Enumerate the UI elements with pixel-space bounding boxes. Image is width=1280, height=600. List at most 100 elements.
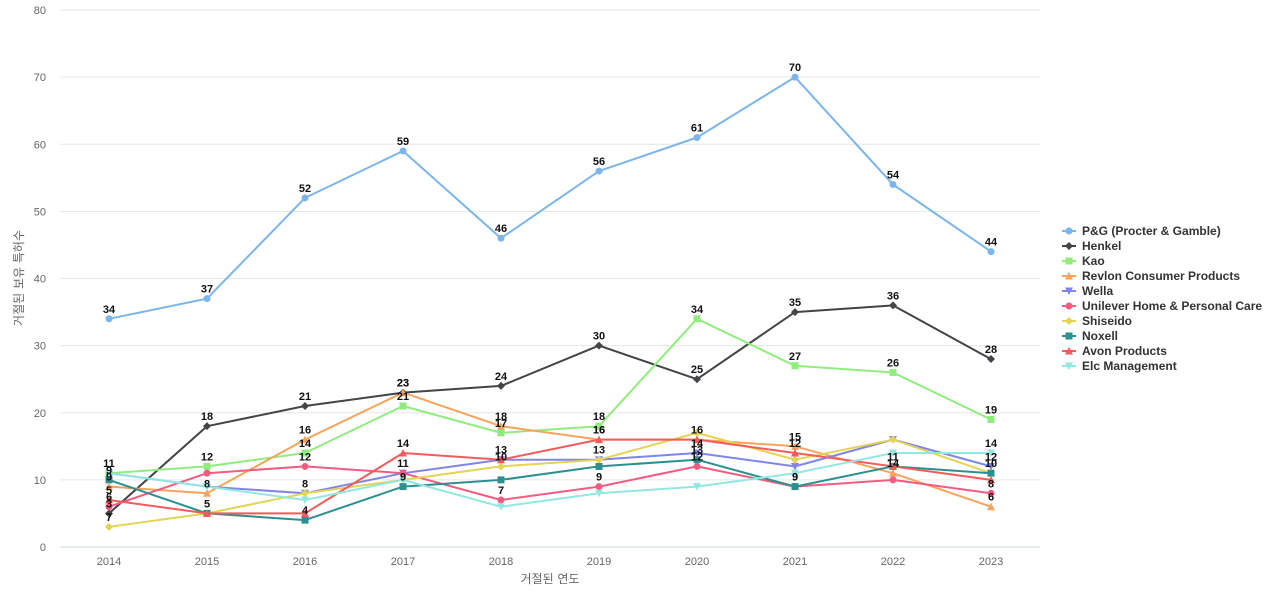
data-point bbox=[693, 456, 701, 464]
data-label: 12 bbox=[299, 451, 311, 463]
legend-marker bbox=[1065, 257, 1073, 265]
legend-item[interactable]: Revlon Consumer Products bbox=[1062, 269, 1240, 283]
data-labels: 3437525946566170544431821232430253536281… bbox=[103, 62, 998, 524]
data-point bbox=[889, 435, 897, 444]
data-label: 16 bbox=[299, 425, 311, 437]
data-label: 24 bbox=[495, 371, 508, 383]
data-point bbox=[791, 73, 799, 81]
data-point bbox=[203, 462, 211, 470]
series-8 bbox=[105, 435, 995, 517]
series-line bbox=[108, 304, 992, 515]
series-line bbox=[108, 431, 992, 528]
data-point bbox=[203, 422, 211, 431]
data-label: 11 bbox=[887, 451, 899, 463]
data-label: 18 bbox=[495, 411, 507, 423]
x-tick-label: 2017 bbox=[391, 556, 415, 568]
y-tick-label: 30 bbox=[34, 341, 46, 353]
y-tick-label: 70 bbox=[34, 72, 46, 84]
data-point bbox=[301, 509, 309, 517]
data-point bbox=[791, 308, 799, 317]
legend-item[interactable]: Unilever Home & Personal Care bbox=[1062, 299, 1262, 313]
series-0 bbox=[105, 73, 995, 323]
data-point bbox=[595, 455, 603, 464]
y-tick-label: 20 bbox=[34, 408, 46, 420]
data-label: 35 bbox=[789, 297, 801, 309]
data-point bbox=[399, 402, 407, 410]
legend-marker bbox=[1065, 317, 1073, 325]
data-label: 23 bbox=[397, 378, 409, 390]
legend-label: Shiseido bbox=[1082, 314, 1132, 328]
data-point bbox=[497, 503, 505, 511]
legend-label: Unilever Home & Personal Care bbox=[1082, 299, 1262, 313]
legend-label: Henkel bbox=[1082, 239, 1121, 253]
legend-item[interactable]: Wella bbox=[1062, 284, 1113, 298]
data-point bbox=[987, 248, 995, 256]
legend-item[interactable]: Noxell bbox=[1062, 329, 1118, 343]
data-label: 18 bbox=[201, 411, 213, 423]
legend-item[interactable]: Avon Products bbox=[1062, 344, 1167, 358]
data-point bbox=[105, 482, 113, 491]
data-point bbox=[399, 388, 407, 397]
series-2 bbox=[105, 315, 995, 477]
data-label: 4 bbox=[302, 505, 309, 517]
legend-item[interactable]: P&G (Procter & Gamble) bbox=[1062, 224, 1221, 238]
data-label: 16 bbox=[691, 425, 703, 437]
data-label: 36 bbox=[887, 290, 899, 302]
data-label: 61 bbox=[691, 123, 703, 135]
data-point bbox=[889, 301, 897, 310]
data-point bbox=[399, 147, 407, 155]
data-label: 59 bbox=[397, 136, 409, 148]
data-point bbox=[301, 516, 309, 524]
data-label: 14 bbox=[691, 438, 704, 450]
series-9 bbox=[105, 449, 995, 511]
data-label: 11 bbox=[103, 458, 115, 470]
data-label: 12 bbox=[789, 438, 801, 450]
data-label: 17 bbox=[495, 418, 507, 430]
x-tick-label: 2023 bbox=[979, 556, 1003, 568]
data-label: 16 bbox=[593, 425, 605, 437]
data-label: 14 bbox=[397, 438, 410, 450]
data-label: 28 bbox=[985, 344, 997, 356]
data-label: 12 bbox=[985, 451, 997, 463]
data-point bbox=[497, 455, 505, 464]
data-point bbox=[791, 455, 799, 464]
legend-marker bbox=[1065, 242, 1073, 250]
data-point bbox=[399, 476, 407, 484]
data-point bbox=[693, 428, 701, 437]
data-point bbox=[693, 375, 701, 384]
legend-item[interactable]: Kao bbox=[1062, 254, 1105, 268]
data-point bbox=[791, 449, 799, 457]
data-point bbox=[791, 469, 799, 478]
legend-item[interactable]: Elc Management bbox=[1062, 359, 1177, 373]
x-tick-label: 2021 bbox=[783, 556, 807, 568]
data-point bbox=[497, 381, 505, 390]
data-label: 9 bbox=[792, 472, 798, 484]
data-point bbox=[203, 483, 211, 491]
series-1 bbox=[105, 301, 995, 518]
data-label: 25 bbox=[691, 364, 703, 376]
series-line bbox=[108, 317, 992, 475]
legend-item[interactable]: Shiseido bbox=[1062, 314, 1132, 328]
data-label: 37 bbox=[201, 284, 213, 296]
data-point bbox=[203, 489, 211, 497]
data-point bbox=[889, 462, 897, 470]
data-label: 8 bbox=[988, 478, 994, 490]
y-tick-label: 10 bbox=[34, 475, 46, 487]
legend-label: Noxell bbox=[1082, 329, 1118, 343]
legend-marker bbox=[1065, 287, 1073, 295]
legend-item[interactable]: Henkel bbox=[1062, 239, 1121, 253]
data-label: 13 bbox=[495, 445, 507, 457]
y-tick-label: 40 bbox=[34, 274, 46, 286]
data-label: 52 bbox=[299, 183, 311, 195]
x-axis-title: 거절된 연도 bbox=[520, 572, 579, 586]
data-label: 34 bbox=[691, 304, 704, 316]
data-point bbox=[987, 415, 995, 423]
data-label: 13 bbox=[593, 445, 605, 457]
data-point bbox=[595, 167, 603, 175]
x-tick-label: 2016 bbox=[293, 556, 317, 568]
data-point bbox=[791, 362, 799, 370]
data-point bbox=[399, 483, 407, 491]
data-point bbox=[889, 449, 897, 458]
data-point bbox=[301, 449, 309, 457]
